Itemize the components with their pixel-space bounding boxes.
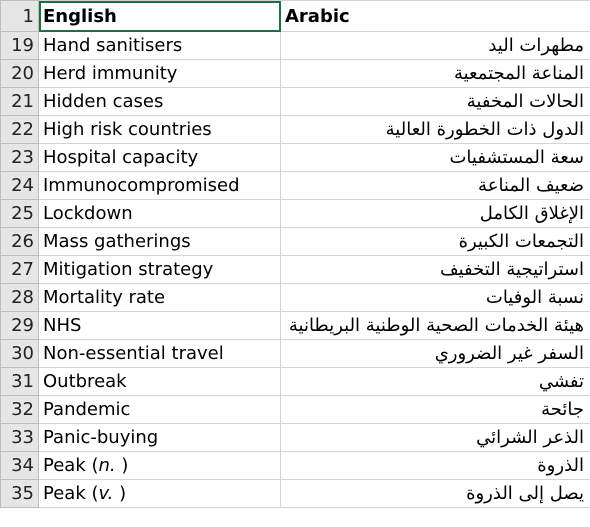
cell-english[interactable]: Peak (v. ) <box>38 479 281 508</box>
table-row: 32 Pandemic جائحة <box>0 395 590 424</box>
table-row: 22 High risk countries الدول ذات الخطورة… <box>0 115 590 144</box>
row-number[interactable]: 29 <box>0 311 39 340</box>
cell-arabic[interactable]: التجمعات الكبيرة <box>280 227 590 256</box>
cell-arabic[interactable]: مطهرات اليد <box>280 31 590 60</box>
row-number[interactable]: 1 <box>0 0 39 32</box>
cell-arabic[interactable]: سعة المستشفيات <box>280 143 590 172</box>
cell-english[interactable]: Pandemic <box>38 395 281 424</box>
header-row: 1 English Arabic <box>0 0 590 32</box>
header-cell-arabic[interactable]: Arabic <box>280 0 590 32</box>
table-row: 25 Lockdown الإغلاق الكامل <box>0 199 590 228</box>
cell-english[interactable]: Hand sanitisers <box>38 31 281 60</box>
cell-english[interactable]: High risk countries <box>38 115 281 144</box>
cell-english[interactable]: Panic-buying <box>38 423 281 452</box>
row-number[interactable]: 23 <box>0 143 39 172</box>
cell-english-text: Peak ( <box>43 455 99 476</box>
row-number[interactable]: 22 <box>0 115 39 144</box>
row-number[interactable]: 35 <box>0 479 39 508</box>
header-cell-english[interactable]: English <box>38 0 281 32</box>
cell-arabic[interactable]: تفشي <box>280 367 590 396</box>
spreadsheet-grid: 1 English Arabic 19 Hand sanitisers مطهر… <box>0 0 590 508</box>
table-row: 33 Panic-buying الذعر الشرائي <box>0 423 590 452</box>
table-row: 30 Non-essential travel السفر غير الضرور… <box>0 339 590 368</box>
row-number[interactable]: 28 <box>0 283 39 312</box>
row-number[interactable]: 30 <box>0 339 39 368</box>
cell-english[interactable]: Hospital capacity <box>38 143 281 172</box>
table-row: 27 Mitigation strategy استراتيجية التخفي… <box>0 255 590 284</box>
row-number[interactable]: 33 <box>0 423 39 452</box>
cell-arabic[interactable]: المناعة المجتمعية <box>280 59 590 88</box>
cell-english-italic: n. <box>98 455 116 476</box>
cell-arabic[interactable]: الحالات المخفية <box>280 87 590 116</box>
row-number[interactable]: 34 <box>0 451 39 480</box>
cell-english[interactable]: Hidden cases <box>38 87 281 116</box>
cell-english[interactable]: Peak (n. ) <box>38 451 281 480</box>
cell-english[interactable]: Non-essential travel <box>38 339 281 368</box>
cell-english-italic: v. <box>98 483 114 504</box>
cell-english[interactable]: Outbreak <box>38 367 281 396</box>
cell-arabic[interactable]: السفر غير الضروري <box>280 339 590 368</box>
cell-arabic[interactable]: نسبة الوفيات <box>280 283 590 312</box>
cell-arabic[interactable]: الإغلاق الكامل <box>280 199 590 228</box>
cell-english-text-end: ) <box>113 483 127 504</box>
cell-arabic[interactable]: جائحة <box>280 395 590 424</box>
row-number[interactable]: 25 <box>0 199 39 228</box>
cell-arabic[interactable]: الدول ذات الخطورة العالية <box>280 115 590 144</box>
row-number[interactable]: 27 <box>0 255 39 284</box>
row-number[interactable]: 31 <box>0 367 39 396</box>
table-row: 34 Peak (n. ) الذروة <box>0 451 590 480</box>
table-row: 29 NHS هيئة الخدمات الصحية الوطنية البري… <box>0 311 590 340</box>
cell-arabic[interactable]: الذعر الشرائي <box>280 423 590 452</box>
table-row: 21 Hidden cases الحالات المخفية <box>0 87 590 116</box>
table-row: 28 Mortality rate نسبة الوفيات <box>0 283 590 312</box>
row-number[interactable]: 32 <box>0 395 39 424</box>
table-row: 23 Hospital capacity سعة المستشفيات <box>0 143 590 172</box>
cell-english[interactable]: Immunocompromised <box>38 171 281 200</box>
row-number[interactable]: 26 <box>0 227 39 256</box>
row-number[interactable]: 24 <box>0 171 39 200</box>
table-row: 24 Immunocompromised ضعيف المناعة <box>0 171 590 200</box>
row-number[interactable]: 21 <box>0 87 39 116</box>
table-row: 35 Peak (v. ) يصل إلى الذروة <box>0 479 590 508</box>
cell-arabic[interactable]: هيئة الخدمات الصحية الوطنية البريطانية <box>280 311 590 340</box>
cell-arabic[interactable]: يصل إلى الذروة <box>280 479 590 508</box>
cell-english[interactable]: Lockdown <box>38 199 281 228</box>
cell-english[interactable]: Herd immunity <box>38 59 281 88</box>
row-number[interactable]: 20 <box>0 59 39 88</box>
cell-arabic[interactable]: ضعيف المناعة <box>280 171 590 200</box>
row-number[interactable]: 19 <box>0 31 39 60</box>
table-row: 31 Outbreak تفشي <box>0 367 590 396</box>
cell-english-text-end: ) <box>115 455 129 476</box>
cell-english-text: Peak ( <box>43 483 99 504</box>
cell-english[interactable]: Mass gatherings <box>38 227 281 256</box>
cell-arabic[interactable]: استراتيجية التخفيف <box>280 255 590 284</box>
cell-english[interactable]: NHS <box>38 311 281 340</box>
cell-arabic[interactable]: الذروة <box>280 451 590 480</box>
table-row: 26 Mass gatherings التجمعات الكبيرة <box>0 227 590 256</box>
table-row: 19 Hand sanitisers مطهرات اليد <box>0 31 590 60</box>
cell-english[interactable]: Mitigation strategy <box>38 255 281 284</box>
table-row: 20 Herd immunity المناعة المجتمعية <box>0 59 590 88</box>
cell-english[interactable]: Mortality rate <box>38 283 281 312</box>
